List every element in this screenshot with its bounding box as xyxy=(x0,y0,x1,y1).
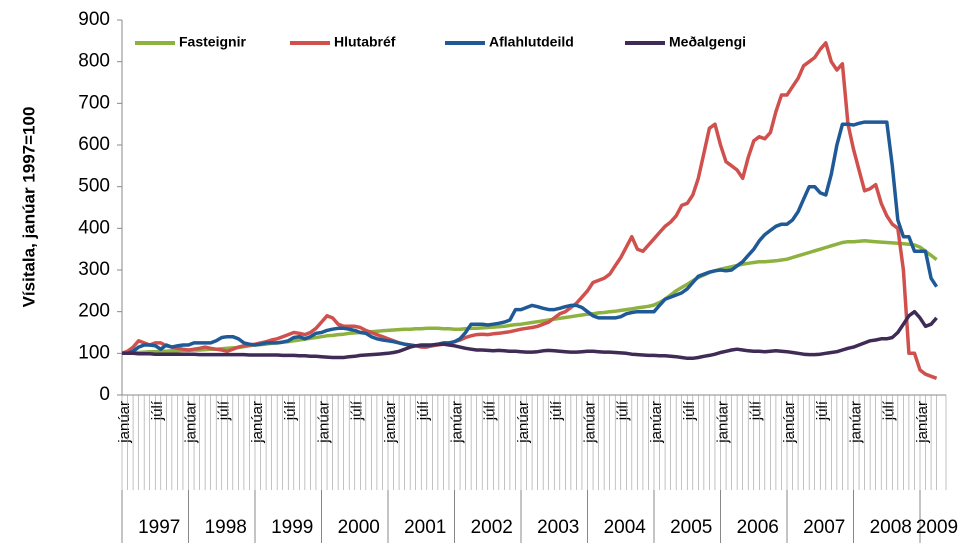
y-tick-label: 200 xyxy=(78,301,110,322)
year-label: 2008 xyxy=(870,517,912,538)
x-tick-label: júlí xyxy=(615,400,632,421)
x-tick-label: janúar xyxy=(714,401,731,444)
x-tick-label: júlí xyxy=(548,400,565,421)
legend-label: Meðalgengi xyxy=(669,34,746,50)
x-tick-label: júlí xyxy=(349,400,366,421)
x-tick-label: janúar xyxy=(847,401,864,444)
year-label: 1998 xyxy=(205,517,247,538)
x-tick-label: júlí xyxy=(681,400,698,421)
x-tick-label: júlí xyxy=(149,400,166,421)
y-tick-label: 300 xyxy=(78,259,110,280)
year-label: 2004 xyxy=(604,517,647,538)
series-line xyxy=(121,41,938,380)
y-axis-label: Vísitala, janúar 1997=100 xyxy=(19,107,38,308)
x-tick-label: janúar xyxy=(382,401,399,444)
x-tick-label: janúar xyxy=(116,401,133,444)
year-label: 2005 xyxy=(670,517,712,538)
series-line xyxy=(122,309,938,361)
year-label: 2007 xyxy=(803,517,845,538)
year-label: 2006 xyxy=(737,517,779,538)
x-tick-label: júlí xyxy=(415,400,432,421)
x-tick-label: janúar xyxy=(914,401,931,444)
year-label: 1999 xyxy=(271,517,313,538)
year-label: 2003 xyxy=(537,517,579,538)
x-tick-label: júlí xyxy=(282,400,299,421)
y-tick-label: 100 xyxy=(78,342,110,363)
year-label: 2001 xyxy=(404,517,446,538)
x-tick-label: janúar xyxy=(581,401,598,444)
x-tick-label: janúar xyxy=(315,401,332,444)
year-label: 1997 xyxy=(138,517,180,538)
y-tick-label: 900 xyxy=(78,9,110,30)
y-tick-label: 400 xyxy=(78,217,110,238)
y-tick-label: 700 xyxy=(78,92,110,113)
x-tick-label: janúar xyxy=(515,401,532,444)
x-tick-label: janúar xyxy=(249,401,266,444)
x-tick-label: júlí xyxy=(814,400,831,421)
year-label: 2000 xyxy=(338,517,380,538)
legend-label: Fasteignir xyxy=(179,34,246,50)
series-line xyxy=(122,239,938,356)
x-tick-label: júlí xyxy=(881,400,898,421)
x-tick-label: júlí xyxy=(216,400,233,421)
x-tick-label: janúar xyxy=(781,401,798,444)
y-tick-label: 500 xyxy=(78,176,110,197)
year-label: 2002 xyxy=(471,517,513,538)
series-line xyxy=(122,120,939,356)
year-label: 2009 xyxy=(916,517,958,538)
x-tick-label: janúar xyxy=(648,401,665,444)
x-tick-label: júlí xyxy=(748,400,765,421)
legend-label: Aflahlutdeild xyxy=(489,34,574,50)
y-tick-label: 600 xyxy=(78,134,110,155)
x-tick-label: júlí xyxy=(482,400,499,421)
x-tick-label: janúar xyxy=(448,401,465,444)
legend-label: Hlutabréf xyxy=(334,34,396,50)
y-tick-label: 800 xyxy=(78,51,110,72)
x-tick-label: janúar xyxy=(182,401,199,444)
y-tick-label: 0 xyxy=(99,384,110,405)
